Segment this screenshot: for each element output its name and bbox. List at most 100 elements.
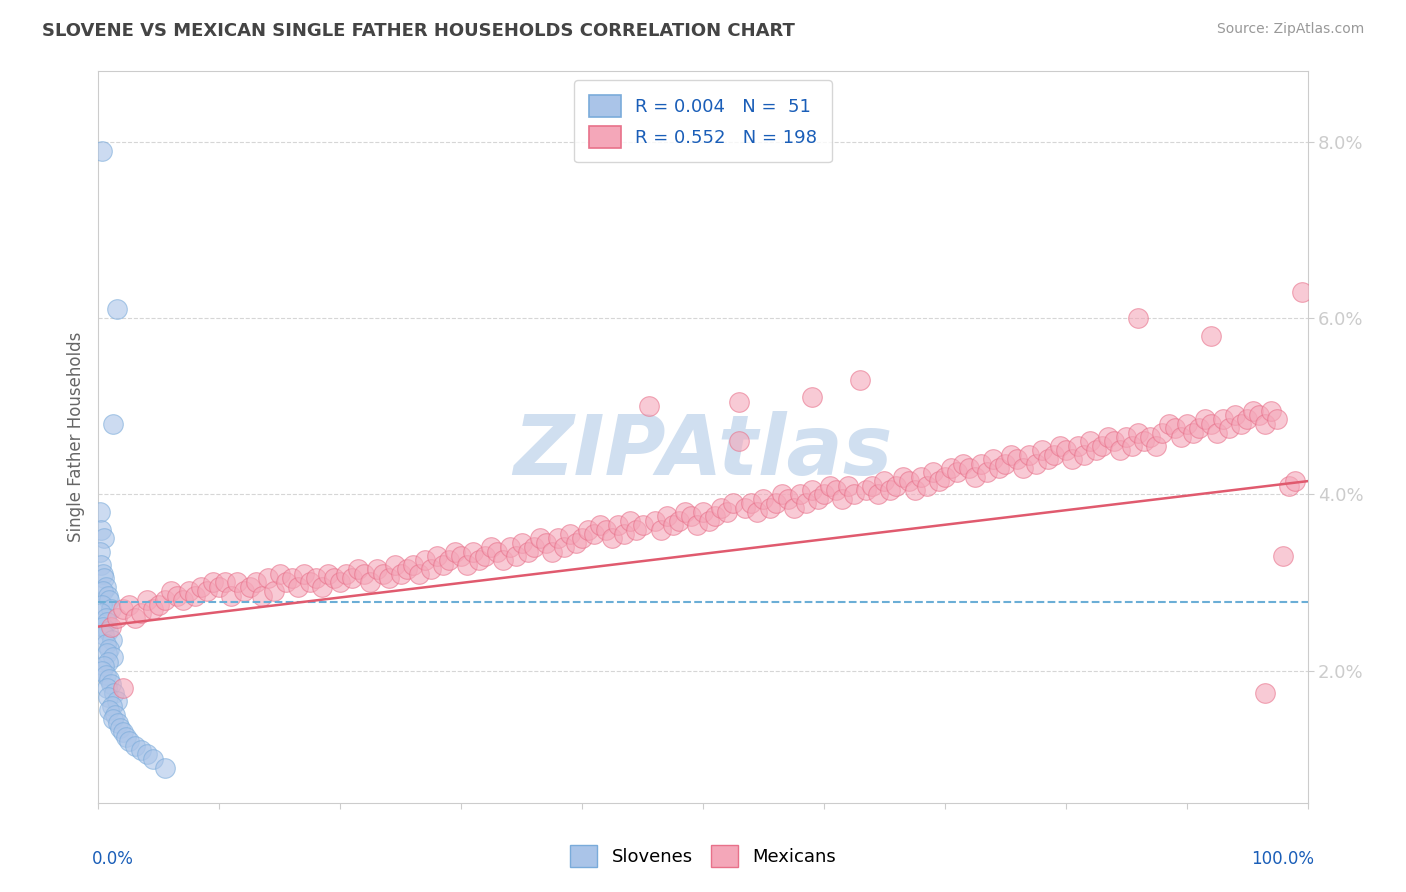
Point (952, 457, 974, 471)
Point (668, 514, 690, 528)
Point (101, 417, 124, 431)
Point (716, 505, 738, 519)
Point (765, 496, 787, 510)
Point (90, 558, 112, 572)
Point (904, 483, 927, 497)
Point (94, 668, 117, 682)
Point (547, 532, 569, 546)
Point (281, 571, 304, 585)
Point (299, 575, 322, 590)
Point (124, 739, 146, 753)
Text: 0.0%: 0.0% (93, 850, 134, 868)
Point (269, 566, 291, 581)
Point (100, 602, 122, 616)
Point (1018, 448, 1040, 462)
Point (655, 509, 678, 524)
Point (558, 527, 581, 541)
Point (389, 566, 412, 581)
Point (153, 593, 176, 607)
Point (873, 474, 896, 488)
Point (1067, 439, 1090, 453)
Point (323, 571, 346, 585)
Point (776, 491, 799, 506)
Point (184, 589, 207, 603)
Point (1109, 443, 1132, 458)
Point (105, 694, 128, 708)
Point (529, 532, 551, 546)
Point (928, 474, 950, 488)
Point (686, 518, 709, 533)
Point (118, 598, 141, 612)
Point (1128, 425, 1150, 440)
Point (1241, 403, 1264, 417)
Point (728, 434, 751, 449)
Point (1249, 408, 1271, 422)
Point (105, 302, 128, 317)
Point (208, 580, 231, 594)
Point (1012, 461, 1035, 475)
Point (311, 580, 333, 594)
Point (214, 575, 236, 590)
Point (98, 593, 121, 607)
Point (437, 553, 460, 567)
Point (576, 523, 599, 537)
Point (740, 496, 762, 510)
Point (89, 505, 111, 519)
Point (402, 558, 425, 572)
Point (101, 650, 124, 665)
Point (256, 571, 278, 585)
Point (1199, 417, 1222, 431)
Point (1260, 403, 1282, 417)
Point (988, 461, 1011, 475)
Point (111, 681, 134, 696)
Point (153, 760, 176, 774)
Point (697, 514, 720, 528)
Point (91, 144, 114, 158)
Point (91, 664, 114, 678)
Point (1031, 443, 1053, 458)
Point (94, 637, 117, 651)
Point (97, 589, 120, 603)
Point (93, 628, 115, 642)
Point (934, 469, 956, 483)
Point (94, 611, 117, 625)
Point (644, 514, 666, 528)
Point (818, 478, 841, 492)
Point (226, 575, 249, 590)
Point (1042, 448, 1064, 462)
Point (1007, 452, 1029, 467)
Point (221, 589, 243, 603)
Point (662, 518, 685, 533)
Point (115, 730, 138, 744)
Point (891, 469, 914, 483)
Point (481, 540, 503, 554)
Point (946, 466, 969, 480)
Point (868, 487, 890, 501)
Point (305, 571, 328, 585)
Point (728, 394, 751, 409)
Point (142, 752, 165, 766)
Point (637, 399, 659, 413)
Point (1139, 430, 1161, 444)
Point (94, 580, 117, 594)
Point (342, 571, 364, 585)
Point (129, 743, 152, 757)
Point (879, 483, 901, 497)
Point (335, 566, 357, 581)
Point (468, 553, 491, 567)
Point (994, 457, 1017, 471)
Point (98, 673, 121, 687)
Point (105, 611, 128, 625)
Point (91, 598, 114, 612)
Point (426, 549, 449, 563)
Point (1091, 439, 1114, 453)
Point (1230, 417, 1253, 431)
Point (613, 527, 636, 541)
Point (758, 500, 780, 515)
Point (794, 496, 817, 510)
Point (825, 483, 848, 497)
Point (534, 536, 557, 550)
Point (98, 703, 121, 717)
Point (463, 544, 485, 558)
Point (1175, 417, 1198, 431)
